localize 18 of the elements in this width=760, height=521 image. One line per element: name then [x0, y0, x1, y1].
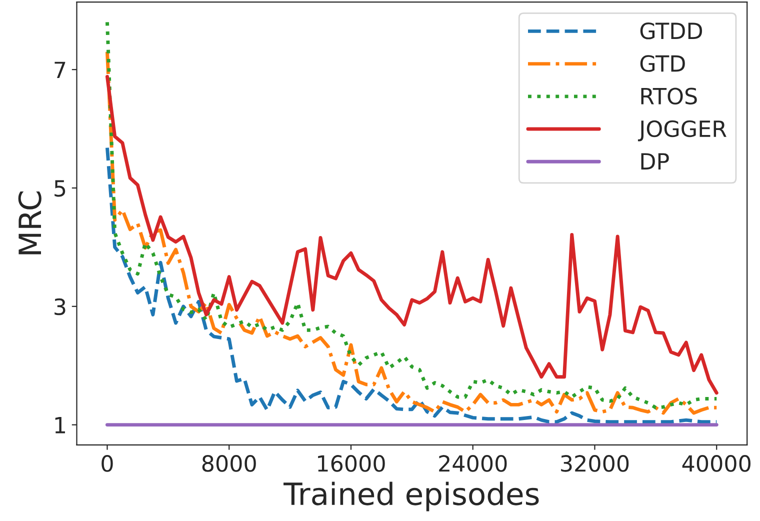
line-series	[105, 146, 718, 424]
legend-label: DP	[641, 153, 669, 170]
x-tick-label: 24000	[439, 455, 507, 472]
y-tick-label: 5	[54, 180, 66, 197]
y-tick-label: 7	[54, 62, 66, 78]
x-tick-label: 40000	[682, 455, 750, 472]
legend-label: JOGGER	[638, 120, 726, 142]
x-tick-label: 0	[102, 455, 113, 472]
y-tick-label: 1	[55, 417, 65, 434]
y-tick-label: 3	[54, 298, 66, 316]
x-axis-title: Trained episodes	[284, 482, 539, 512]
x-tick-label: 16000	[318, 455, 385, 472]
legend-label: GTD	[640, 55, 685, 72]
y-axis-title: MRC	[18, 191, 42, 254]
legend-label: GTDD	[640, 22, 702, 40]
x-tick-label: 8000	[202, 455, 256, 472]
legend-label: RTOS	[641, 88, 697, 105]
x-tick-label: 32000	[561, 455, 629, 472]
